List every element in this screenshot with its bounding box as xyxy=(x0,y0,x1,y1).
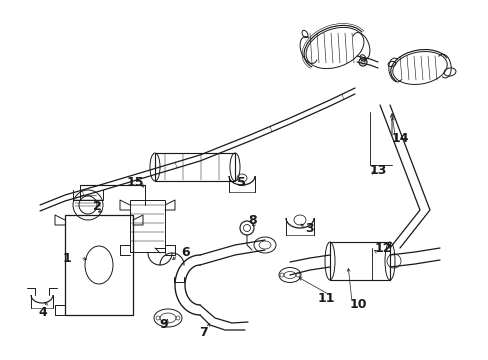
Text: 12: 12 xyxy=(373,243,391,256)
Text: 7: 7 xyxy=(199,325,208,338)
Text: 10: 10 xyxy=(348,298,366,311)
Text: 15: 15 xyxy=(126,176,143,189)
Text: 5: 5 xyxy=(236,176,245,189)
Text: 9: 9 xyxy=(160,319,168,332)
Text: 14: 14 xyxy=(390,131,408,144)
Text: 8: 8 xyxy=(248,213,257,226)
Text: 13: 13 xyxy=(368,163,386,176)
Bar xyxy=(155,153,235,181)
Text: 6: 6 xyxy=(182,247,190,260)
Bar xyxy=(329,242,389,280)
Text: 1: 1 xyxy=(62,252,71,265)
Text: 11: 11 xyxy=(317,292,334,305)
Text: 2: 2 xyxy=(92,201,101,213)
Text: 4: 4 xyxy=(39,306,47,319)
Text: 3: 3 xyxy=(305,221,314,234)
Bar xyxy=(130,200,164,252)
Bar xyxy=(65,215,133,315)
